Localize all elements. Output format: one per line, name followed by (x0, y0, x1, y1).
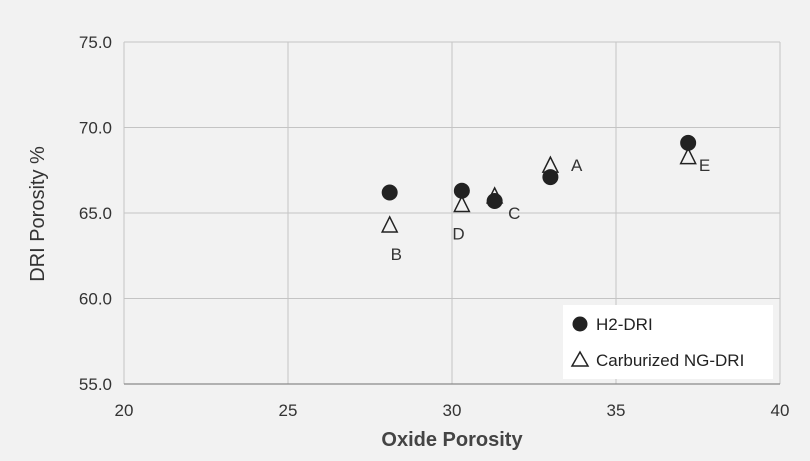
point-label: B (391, 245, 402, 264)
x-tick-label: 20 (115, 401, 134, 420)
legend: H2-DRI Carburized NG-DRI (563, 305, 773, 379)
point-label: C (508, 204, 520, 223)
x-tick-label: 35 (607, 401, 626, 420)
legend-marker-carburized-ng-dri (570, 350, 590, 367)
legend-box (563, 305, 773, 379)
x-axis-title: Oxide Porosity (381, 429, 523, 451)
point-carburized-ng-dri (485, 186, 504, 204)
y-tick-label: 60.0 (79, 290, 112, 309)
x-tick-label: 25 (279, 401, 298, 420)
point-label: D (452, 225, 464, 244)
point-h2-dri (381, 184, 398, 201)
point-label: E (699, 156, 710, 175)
point-h2-dri (486, 193, 503, 210)
data-points (380, 134, 697, 233)
legend-marker-h2-dri (572, 316, 588, 332)
grid-lines (123, 41, 781, 385)
y-tick-label: 70.0 (79, 119, 112, 138)
y-tick-label: 75.0 (79, 33, 112, 52)
x-tick-label: 40 (771, 401, 790, 420)
point-carburized-ng-dri (380, 215, 399, 233)
x-axis-ticks: 20 25 30 35 40 (115, 401, 790, 420)
legend-label-h2-dri: H2-DRI (596, 315, 653, 334)
point-annotations: A B C D E (391, 156, 711, 264)
point-h2-dri (542, 169, 559, 186)
y-tick-label: 55.0 (79, 375, 112, 394)
point-carburized-ng-dri (453, 194, 471, 213)
point-carburized-ng-dri (541, 155, 560, 173)
point-carburized-ng-dri (679, 146, 697, 165)
x-tick-label: 30 (443, 401, 462, 420)
y-axis-ticks: 55.0 60.0 65.0 70.0 75.0 (79, 33, 112, 394)
y-tick-label: 65.0 (79, 204, 112, 223)
legend-label-carburized-ng-dri: Carburized NG-DRI (596, 351, 744, 370)
y-axis-title: DRI Porosity % (27, 146, 49, 282)
point-h2-dri (453, 182, 470, 199)
point-h2-dri (680, 134, 697, 151)
point-label: A (571, 156, 583, 175)
